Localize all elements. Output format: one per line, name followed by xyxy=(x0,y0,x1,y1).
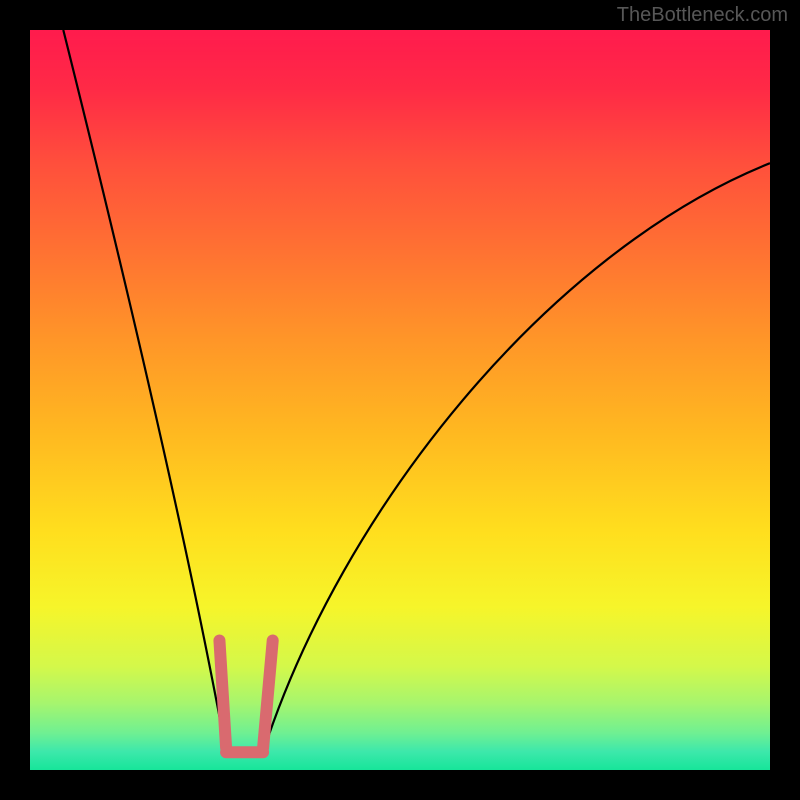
watermark-text: TheBottleneck.com xyxy=(617,4,788,27)
v-curve-line xyxy=(63,30,770,752)
valley-marker-right xyxy=(263,641,273,748)
valley-marker-left xyxy=(219,641,226,748)
bottleneck-curve xyxy=(30,30,770,770)
plot-area xyxy=(30,30,770,770)
